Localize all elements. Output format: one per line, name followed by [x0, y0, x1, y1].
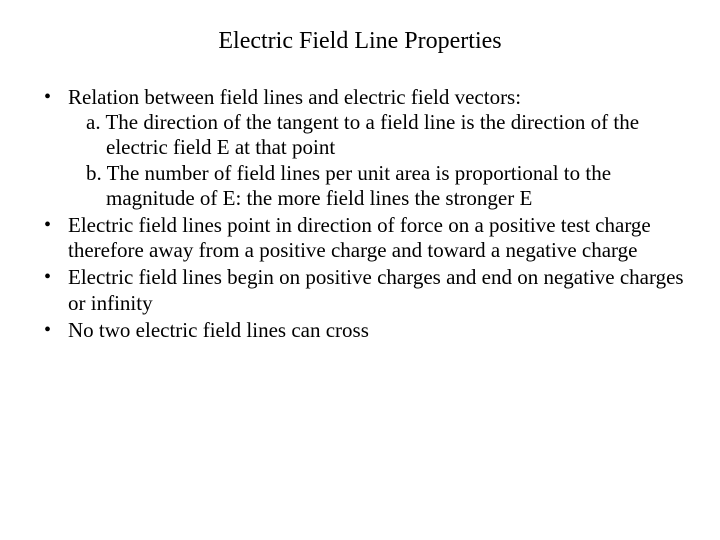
bullet-list: Relation between field lines and electri… [30, 85, 690, 343]
bullet-item-1: Relation between field lines and electri… [30, 85, 690, 211]
slide-title: Electric Field Line Properties [30, 28, 690, 55]
sub-item-a: a. The direction of the tangent to a fie… [86, 110, 690, 160]
sub-list-1: a. The direction of the tangent to a fie… [68, 110, 690, 211]
bullet-1-text: Relation between field lines and electri… [68, 85, 521, 109]
bullet-item-2: Electric field lines point in direction … [30, 213, 690, 263]
bullet-item-4: No two electric field lines can cross [30, 318, 690, 343]
content-area: Relation between field lines and electri… [30, 85, 690, 343]
sub-item-b: b. The number of field lines per unit ar… [86, 161, 690, 211]
bullet-item-3: Electric field lines begin on positive c… [30, 265, 690, 315]
